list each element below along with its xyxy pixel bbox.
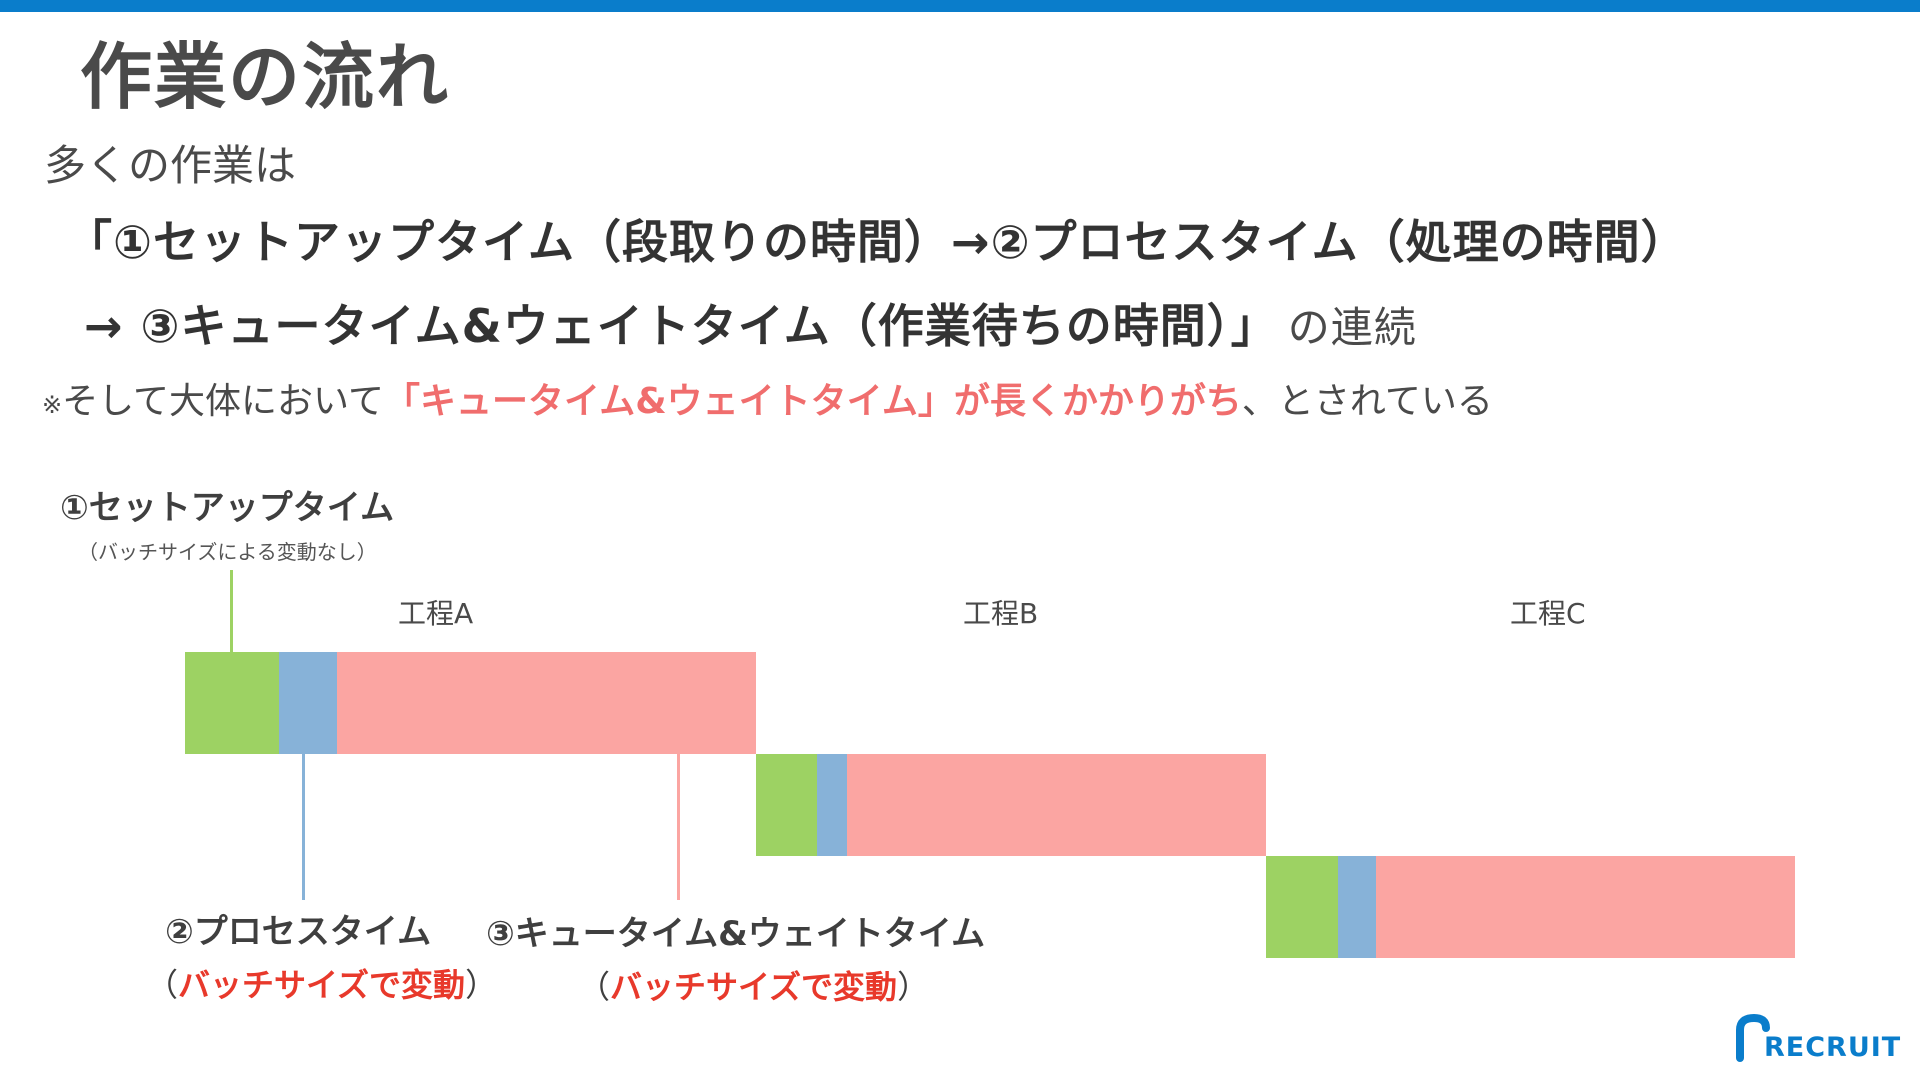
- process-a-queue-bar: [337, 652, 756, 754]
- process-a-setup-bar: [185, 652, 279, 754]
- recruit-logo-mark: [1736, 1013, 1770, 1062]
- flow-line-2-suffix: の連続: [1287, 303, 1417, 352]
- process-time-label: ②プロセスタイム: [165, 912, 432, 952]
- process-b-setup-bar: [756, 754, 817, 856]
- recruit-logo-text: RECRUIT: [1764, 1032, 1902, 1063]
- setup-time-label: ①セットアップタイム: [60, 488, 395, 528]
- note-pre: そして大体において: [62, 381, 384, 422]
- process-b-label: 工程B: [963, 597, 1039, 630]
- flow-line-2-main: → ③キュータイム&ウェイトタイム（作業待ちの時間）」: [84, 299, 1278, 353]
- queue-time-variable: バッチサイズで変動: [610, 968, 898, 1006]
- process-a-label: 工程A: [398, 597, 474, 630]
- slide-title: 作業の流れ: [80, 35, 451, 119]
- process-b-process-bar: [817, 754, 847, 856]
- top-accent-bar: [0, 0, 1920, 12]
- note-mark: ※: [42, 391, 63, 419]
- intro-text: 多くの作業は: [44, 141, 297, 190]
- process-time-sublabel: （バッチサイズで変動）: [146, 966, 498, 1004]
- queue-time-sublabel: （バッチサイズで変動）: [578, 968, 930, 1006]
- process-c-queue-bar: [1376, 856, 1795, 958]
- process-a-process-bar: [279, 652, 337, 754]
- process-c-label: 工程C: [1510, 597, 1586, 630]
- note-post: 、とされている: [1241, 381, 1493, 422]
- note-emphasis: 「キュータイム&ウェイトタイム」が長くかかりがち: [383, 381, 1242, 422]
- setup-time-sublabel: （バッチサイズによる変動なし）: [78, 540, 377, 564]
- queue-connector-line: [677, 754, 680, 900]
- flow-line-2: → ③キュータイム&ウェイトタイム（作業待ちの時間）」 の連続: [84, 290, 1417, 356]
- process-b-queue-bar: [847, 754, 1266, 856]
- process-connector-line: [302, 754, 305, 900]
- setup-connector-line: [230, 570, 233, 652]
- flow-line-1: 「①セットアップタイム（段取りの時間）→②プロセスタイム（処理の時間）: [66, 215, 1688, 269]
- process-c-process-bar: [1338, 856, 1376, 958]
- process-time-variable: バッチサイズで変動: [178, 966, 466, 1004]
- process-c-setup-bar: [1266, 856, 1338, 958]
- queue-time-label: ③キュータイム&ウェイトタイム: [486, 914, 986, 954]
- note-text: ※そして大体において「キュータイム&ウェイトタイム」が長くかかりがち、とされてい…: [42, 372, 1493, 424]
